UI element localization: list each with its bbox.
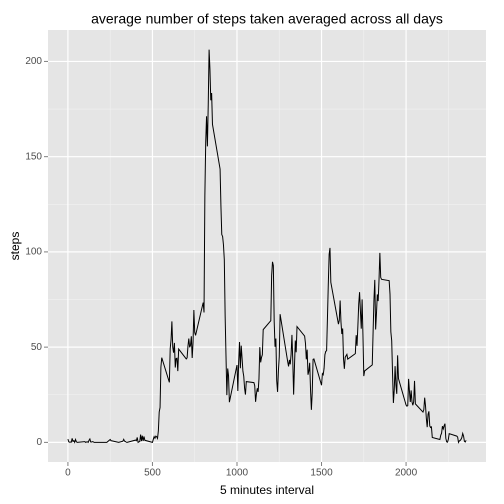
- y-tick-label: 100: [25, 247, 42, 258]
- y-tick-label: 200: [25, 56, 42, 67]
- panel: [48, 30, 486, 462]
- y-tick-label: 50: [31, 342, 43, 353]
- x-tick-label: 0: [65, 468, 71, 479]
- x-axis-label: 5 minutes interval: [220, 483, 314, 497]
- y-tick-label: 0: [36, 437, 42, 448]
- x-tick-label: 2000: [395, 468, 418, 479]
- y-tick-label: 150: [25, 151, 42, 162]
- x-tick-label: 1000: [226, 468, 249, 479]
- x-tick-label: 500: [144, 468, 161, 479]
- chart-title: average number of steps taken averaged a…: [91, 11, 443, 27]
- y-axis-label: steps: [8, 232, 22, 261]
- data-line: [67, 49, 467, 444]
- x-tick-label: 1500: [310, 468, 333, 479]
